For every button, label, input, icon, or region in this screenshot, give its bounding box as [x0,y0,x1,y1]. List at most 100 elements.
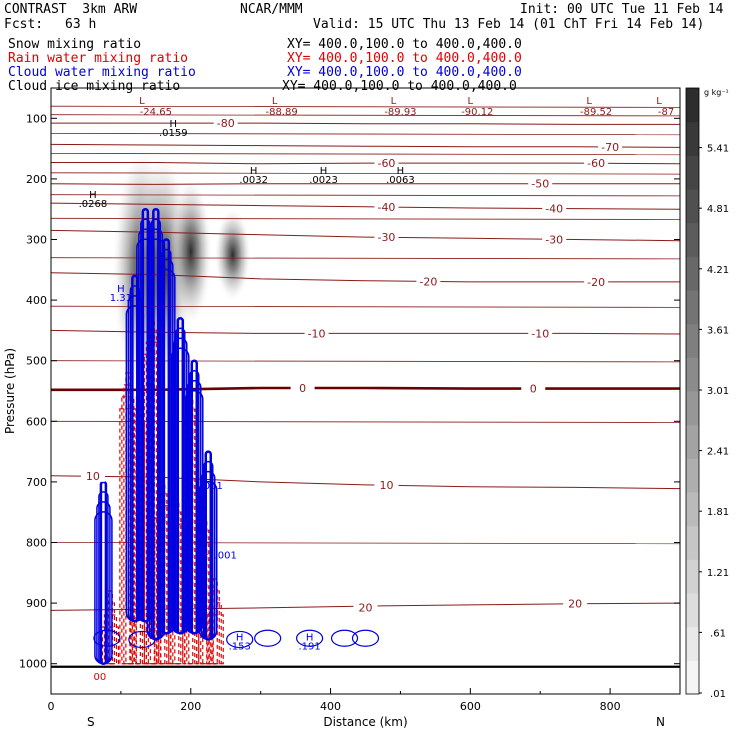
extrema-label-27: .153 [229,642,251,653]
isotherm-label-18: -80 [217,117,235,130]
isotherm-label-7: -10 [531,327,549,340]
extrema-label-11: H [89,190,97,201]
isotherm-label-0: 20 [359,601,373,614]
isotherm-5 [50,229,681,242]
colorbar-label-6: 3.61 [707,325,729,336]
x-tick-label-1: 200 [180,700,201,713]
colorbar-label-5: 3.01 [707,386,729,397]
extrema-label-0: L [139,96,145,107]
isotherm-minor-3 [50,153,681,156]
extrema-label-16: .0032 [239,175,268,186]
extrema-label-9: -89.52 [580,107,612,118]
isotherm-label-10: -30 [377,231,395,244]
extrema-label-22: H [117,284,125,295]
colorbar-cell-3 [686,559,699,594]
cloud-water-low-6 [351,629,380,647]
extrema-label-25: .001 [215,551,237,562]
colorbar-cell-0 [686,660,699,695]
isotherm-minor-0 [50,105,681,108]
y-tick-label-5: 600 [26,415,47,428]
isotherm-4 [50,272,680,283]
field-cloudwater-xy: XY= 400.0,100.0 to 400.0,400.0 [287,65,522,80]
isotherm-label-3: 10 [379,479,393,492]
isotherm-label-1: 20 [568,598,582,611]
snow-core-2 [170,178,212,325]
field-rain-xy: XY= 400.0,100.0 to 400.0,400.0 [287,51,522,66]
extrema-label-15: H [250,166,258,177]
isotherm-10 [51,122,680,125]
y-tick-label-4: 500 [26,355,47,368]
extrema-label-12: .0268 [79,199,108,210]
colorbar-cell-4 [686,525,699,560]
field-snow-name: Snow mixing ratio [8,37,142,52]
isotherm-9 [50,143,681,148]
extrema-label-6: -88.89 [266,107,298,118]
y-tick-label-9: 1000 [19,658,47,671]
colorbar-cell-6 [686,458,699,493]
isotherm-label-13: -40 [545,203,563,216]
colorbar-cell-9 [686,357,699,392]
fcst-value: 63 h [65,17,97,32]
extrema-label-28: H [306,632,314,643]
colorbar-cell-10 [686,323,699,358]
colorbar-cell-14 [686,189,699,224]
colorbar-cell-11 [686,290,699,325]
isotherm-label-15: -60 [377,157,395,170]
extrema-label-1: L [272,96,278,107]
colorbar-label-0: .01 [710,689,726,700]
isotherm-label-4: 0 [299,382,306,395]
colorbar-cell-1 [686,626,699,661]
isotherm-minor-2 [50,133,681,136]
isotherm-label-6: -10 [308,327,326,340]
colorbar-label-9: 5.41 [707,144,729,155]
colorbar-cell-7 [686,424,699,459]
field-cloudice-name: Cloud ice mixing ratio [8,79,181,94]
colorbar-label-2: 1.21 [707,568,729,579]
field-snow-xy: XY= 400.0,100.0 to 400.0,400.0 [287,37,522,52]
isotherm-label-11: -30 [545,234,563,247]
colorbar-cell-12 [686,256,699,291]
extrema-label-8: -90.12 [461,107,493,118]
extrema-label-19: H [397,166,405,177]
x-tick-label-0: 0 [48,700,55,713]
isotherm-7 [50,183,680,185]
colorbar-label-1: .61 [710,628,726,639]
colorbar-label-7: 4.21 [707,265,729,276]
extrema-label-21: -24.65 [140,107,172,118]
cloud-water-low-1 [128,630,156,649]
field-cloudwater-name: Cloud water mixing ratio [8,65,196,80]
x-axis-title: Distance (km) [323,715,407,729]
isotherm-8 [51,162,681,165]
extrema-label-24: .001 [201,481,223,492]
colorbar-frame [685,87,700,695]
isotherm-label-16: -60 [587,157,605,170]
extrema-label-17: H [320,166,328,177]
colorbar-cell-8 [686,391,699,426]
colorbar-cell-16 [686,121,699,156]
init-time: Init: 00 UTC Tue 11 Feb 14 [520,2,724,17]
isotherm-minor-4 [50,172,681,175]
colorbar-cell-13 [686,222,699,257]
north-label: N [656,715,665,729]
plot-frame [50,87,681,695]
y-tick-label-2: 300 [26,234,47,247]
isotherm-label-12: -40 [377,201,395,214]
colorbar-cell-2 [686,593,699,628]
extrema-label-29: .191 [298,642,320,653]
extrema-label-20: .0063 [386,175,415,186]
cloud-water-low-2 [226,630,254,649]
cloud-water-tower-6 [185,359,204,635]
y-tick-label-6: 700 [26,476,47,489]
colorbar-cell-17 [686,88,699,123]
snow-core-3 [215,209,251,301]
colorbar-label-3: 1.81 [707,507,729,518]
cloud-water-tower-5 [171,317,190,635]
org-label: NCAR/MMM [240,2,303,17]
extrema-label-26: H [236,632,244,643]
extrema-label-4: L [586,96,592,107]
y-axis-title: Pressure (hPa) [3,348,17,434]
extrema-label-10: -87 [658,107,674,118]
y-tick-label-7: 800 [26,537,47,550]
model-title: CONTRAST 3km ARW [4,2,138,17]
